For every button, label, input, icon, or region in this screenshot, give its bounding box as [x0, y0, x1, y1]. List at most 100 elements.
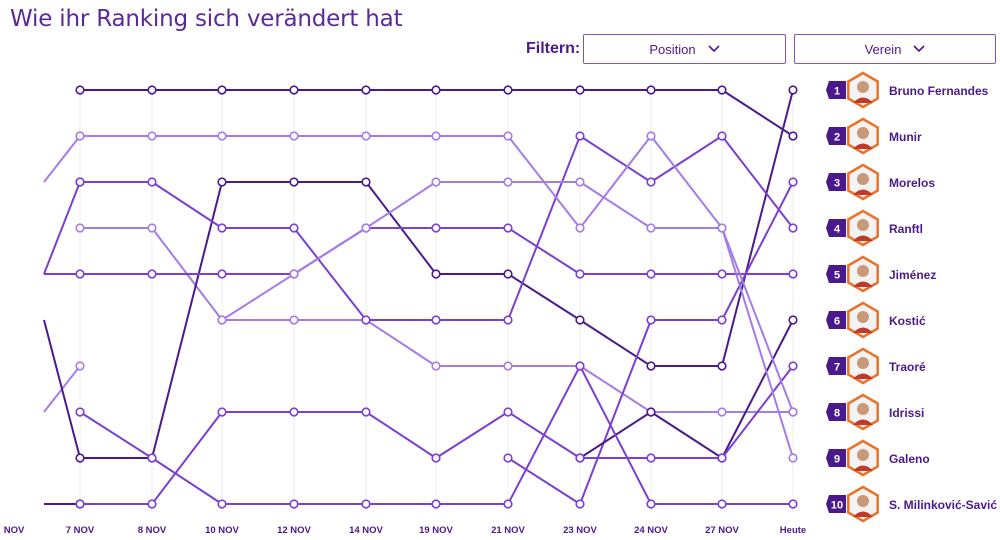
series-segment [650, 135, 723, 229]
data-point [646, 177, 656, 187]
data-point [431, 361, 441, 371]
data-point [75, 223, 85, 233]
x-tick-label: 10 NOV [205, 525, 239, 536]
series-segment [579, 365, 652, 505]
player-name: Jiménez [889, 268, 936, 282]
series-segment [221, 273, 295, 321]
rank-badge [826, 265, 846, 283]
x-tick-label: 21 NOV [491, 525, 525, 536]
series-segment [365, 411, 437, 459]
player-name: Kostić [889, 314, 926, 328]
data-point [217, 315, 227, 325]
series-segment [650, 135, 723, 183]
x-tick-label: 27 NOV [705, 525, 739, 536]
player-name: Galeno [889, 452, 930, 466]
data-point [503, 269, 513, 279]
data-point [147, 177, 157, 187]
series-segment [721, 227, 794, 413]
series-segment [79, 411, 153, 459]
rank-number: 7 [834, 362, 840, 374]
position-filter-dropdown[interactable]: Position [583, 34, 786, 64]
data-point [289, 407, 299, 417]
data-point [788, 315, 798, 325]
data-point [147, 453, 157, 463]
data-point [503, 131, 513, 141]
data-point [75, 499, 85, 509]
avatar-shirt-icon [853, 419, 873, 425]
data-point [575, 177, 585, 187]
series-segment [365, 319, 437, 367]
series-segment [293, 227, 367, 321]
club-filter-label: Verein [864, 41, 902, 57]
series-segment [151, 411, 223, 505]
series-segment [365, 181, 437, 229]
player-name: Ranftl [889, 222, 923, 236]
data-point [361, 177, 371, 187]
chevron-down-icon [708, 45, 720, 53]
series-segment [507, 273, 581, 321]
rank-badge [826, 449, 846, 467]
data-point [717, 315, 727, 325]
data-point [75, 269, 85, 279]
series-segment [151, 181, 223, 459]
data-point [217, 131, 227, 141]
data-point [788, 131, 798, 141]
player-name: Bruno Fernandes [889, 84, 989, 98]
rank-number: 1 [834, 86, 840, 98]
x-tick-label: 12 NOV [277, 525, 311, 536]
data-point [575, 361, 585, 371]
avatar-face-icon [857, 311, 869, 323]
data-point [503, 453, 513, 463]
avatar-face-icon [857, 81, 869, 93]
series-segment [721, 319, 794, 459]
avatar-shirt-icon [853, 465, 873, 471]
data-point [431, 223, 441, 233]
data-point [503, 361, 513, 371]
series-segment [721, 89, 794, 367]
filter-label: Filtern: [526, 40, 581, 57]
data-point [788, 85, 798, 95]
data-point [361, 131, 371, 141]
data-point [217, 407, 227, 417]
club-filter-dropdown[interactable]: Verein [794, 34, 996, 64]
data-point [717, 131, 727, 141]
data-point [75, 407, 85, 417]
rank-number: 2 [834, 132, 840, 144]
series-segment [43, 181, 81, 275]
data-point [646, 85, 656, 95]
data-point [503, 177, 513, 187]
series-segment [579, 319, 652, 367]
data-point [503, 499, 513, 509]
data-point [289, 499, 299, 509]
data-point [717, 453, 727, 463]
chevron-down-icon [913, 45, 926, 53]
data-point [717, 361, 727, 371]
data-point [289, 131, 299, 141]
data-point [75, 177, 85, 187]
series-segment [507, 457, 581, 505]
series-segment [579, 181, 652, 229]
data-point [361, 85, 371, 95]
data-point [75, 453, 85, 463]
data-point [646, 407, 656, 417]
data-point [788, 407, 798, 417]
data-point [217, 499, 227, 509]
data-point [788, 223, 798, 233]
avatar-face-icon [857, 449, 869, 461]
data-point [646, 453, 656, 463]
avatar-shirt-icon [853, 143, 873, 149]
data-point [361, 315, 371, 325]
avatar-shirt-icon [853, 281, 873, 287]
series-segment [721, 135, 794, 229]
series-segment [293, 227, 367, 275]
data-point [575, 223, 585, 233]
data-point [788, 499, 798, 509]
series-segment [43, 135, 81, 183]
data-point [147, 131, 157, 141]
series-segment [721, 227, 794, 459]
data-point [217, 85, 227, 95]
avatar-face-icon [857, 173, 869, 185]
rank-number: 5 [834, 270, 840, 282]
data-point [646, 223, 656, 233]
